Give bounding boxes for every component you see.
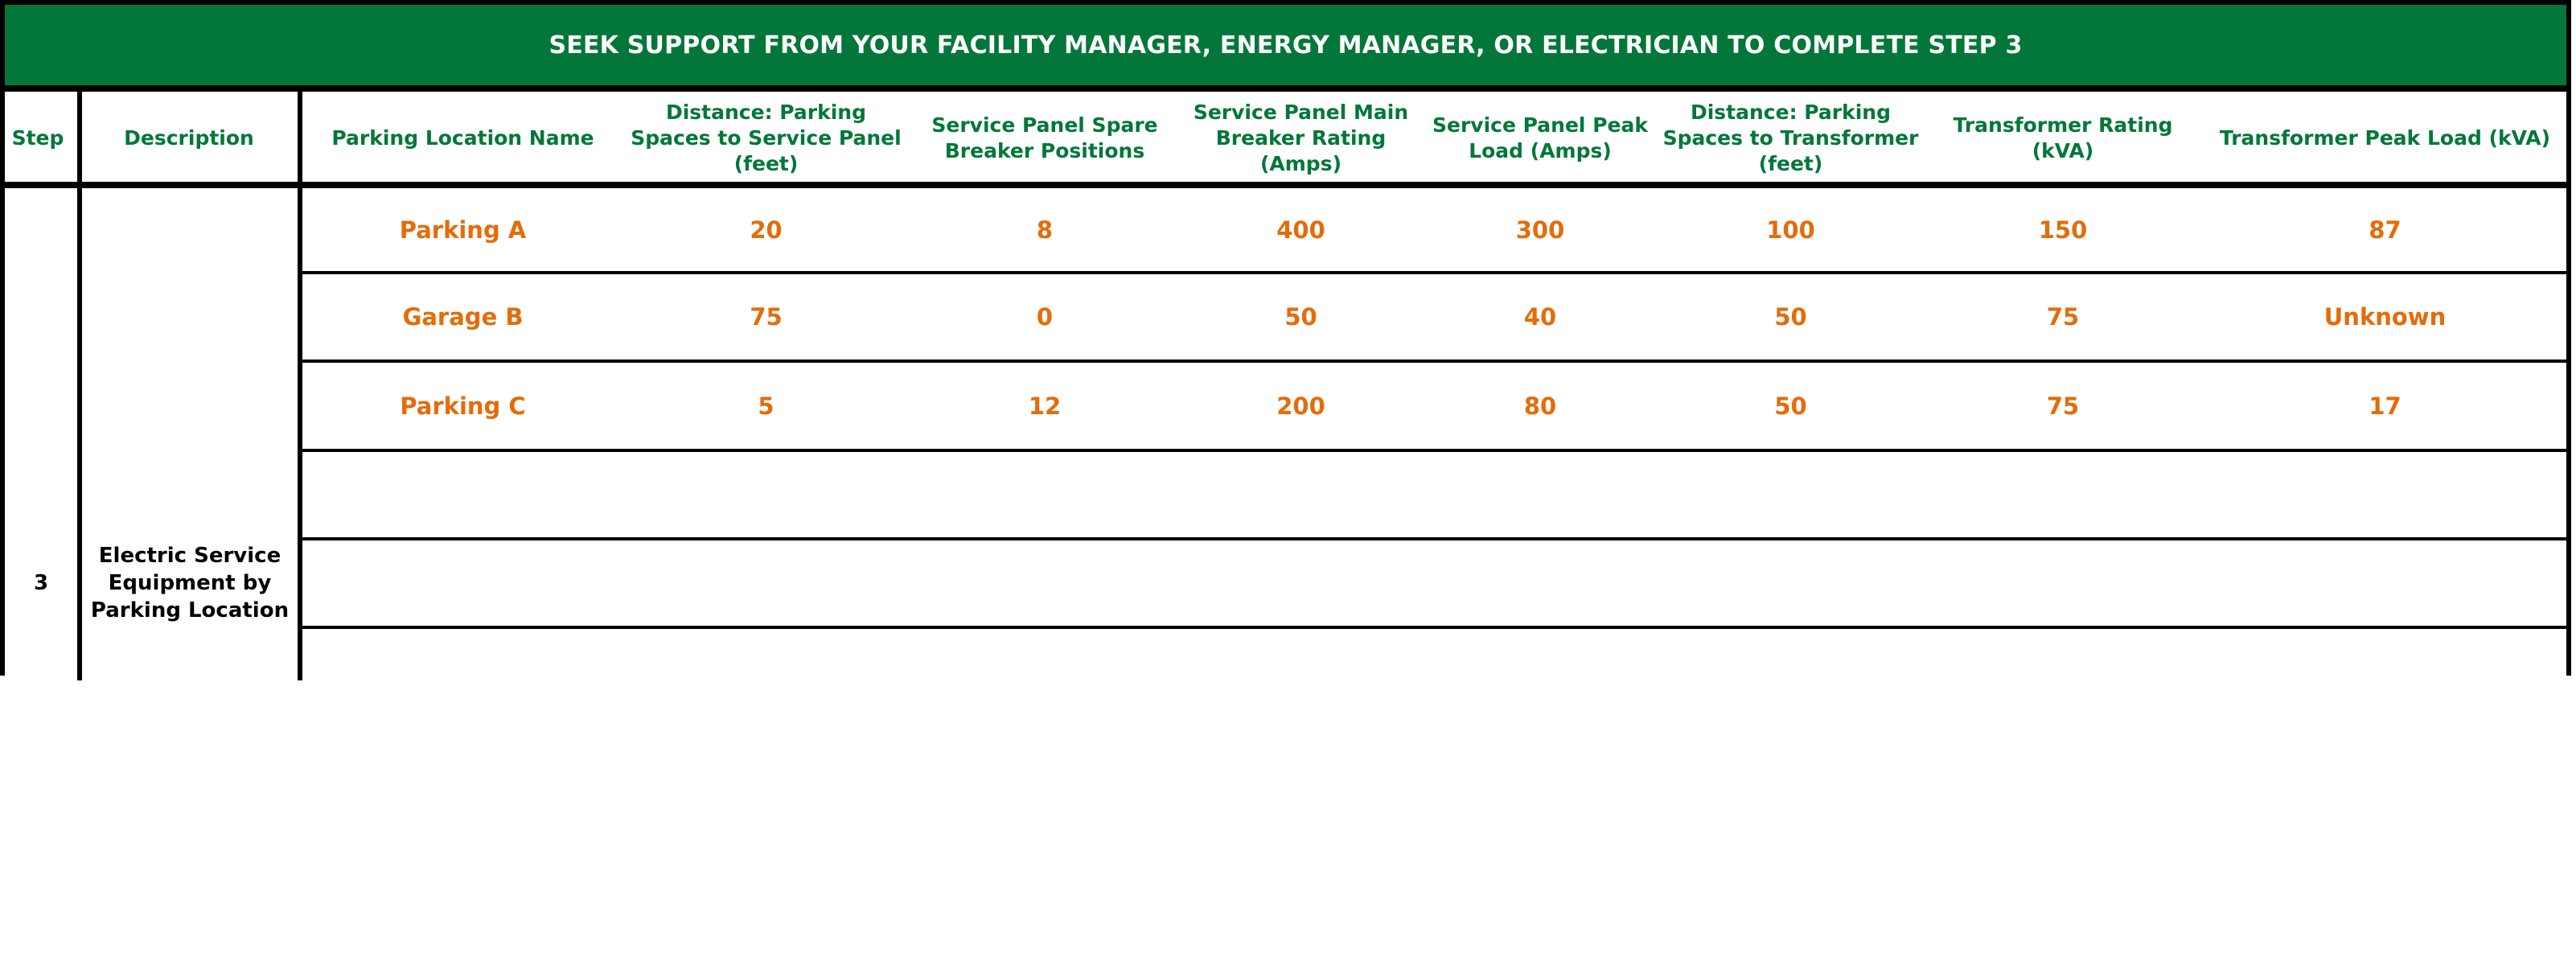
column-header: Transformer Rating (kVA)	[1953, 113, 2173, 162]
table-cell[interactable]: 150	[2038, 216, 2088, 244]
column-header: Service Panel Spare Breaker Positions	[931, 113, 1158, 162]
table-cell[interactable]	[909, 629, 1181, 714]
table-cell[interactable]: 5	[758, 392, 774, 420]
table-cell[interactable]: 40	[1523, 303, 1557, 331]
table-cell[interactable]: 75	[750, 303, 783, 331]
table-cell[interactable]	[1659, 629, 1922, 714]
table-cell[interactable]	[1421, 629, 1659, 714]
table-cell[interactable]: 0	[1036, 303, 1054, 331]
table-cell[interactable]	[1181, 452, 1421, 537]
table-cell[interactable]	[2204, 452, 2566, 537]
column-header: Step	[11, 126, 64, 150]
table-cell[interactable]	[909, 540, 1181, 626]
table-cell[interactable]: 50	[1774, 392, 1807, 420]
column-header: Service Panel Main Breaker Rating (Amps)	[1193, 101, 1409, 175]
column-header: Distance: Parking Spaces to Service Pane…	[631, 101, 902, 175]
row-divider	[302, 537, 2566, 540]
table-cell[interactable]	[2204, 540, 2566, 626]
table-cell[interactable]: 50	[1284, 303, 1317, 331]
column-header: Parking Location Name	[331, 126, 594, 150]
table-cell[interactable]: 75	[2046, 392, 2080, 420]
table-cell[interactable]	[1181, 629, 1421, 714]
table-frame	[0, 0, 2571, 676]
table-cell[interactable]: 17	[2369, 392, 2401, 420]
table-cell[interactable]: 20	[750, 216, 783, 244]
table-cell[interactable]: Unknown	[2323, 303, 2447, 331]
table-cell[interactable]	[1659, 452, 1922, 537]
description-cell: Electric Service Equipment by Parking Lo…	[90, 544, 290, 623]
table-cell[interactable]: Garage B	[402, 303, 524, 331]
table-cell[interactable]	[1659, 540, 1922, 626]
row-divider	[302, 271, 2566, 274]
divider	[298, 85, 302, 680]
column-header: Transformer Peak Load (kVA)	[2219, 126, 2551, 150]
table-cell[interactable]: 100	[1766, 216, 1815, 244]
table-cell[interactable]	[909, 452, 1181, 537]
table-cell[interactable]: 87	[2369, 216, 2401, 244]
table-cell[interactable]	[623, 540, 909, 626]
table-cell[interactable]	[302, 629, 623, 714]
instruction-banner: SEEK SUPPORT FROM YOUR FACILITY MANAGER,…	[5, 5, 2566, 85]
divider	[0, 182, 2571, 188]
table-cell[interactable]: 8	[1036, 216, 1054, 244]
table-cell[interactable]	[2204, 629, 2566, 714]
table-cell[interactable]: Parking A	[399, 216, 527, 244]
table-cell[interactable]: 50	[1774, 303, 1807, 331]
table-cell[interactable]	[1421, 452, 1659, 537]
table-cell[interactable]	[1922, 629, 2204, 714]
row-divider	[302, 360, 2566, 363]
step-cell: 3	[33, 571, 49, 595]
table-cell[interactable]	[623, 629, 909, 714]
table-cell[interactable]: Parking C	[400, 392, 526, 420]
row-divider	[302, 626, 2566, 629]
column-header: Service Panel Peak Load (Amps)	[1432, 113, 1648, 162]
table-cell[interactable]: 200	[1276, 392, 1325, 420]
divider	[0, 85, 2571, 92]
row-divider	[302, 449, 2566, 452]
column-header: Description	[124, 126, 254, 150]
table-cell[interactable]: 75	[2046, 303, 2080, 331]
table-cell[interactable]	[1922, 540, 2204, 626]
table-cell[interactable]	[1181, 540, 1421, 626]
table-cell[interactable]	[302, 452, 623, 537]
table-cell[interactable]	[1922, 452, 2204, 537]
table-cell[interactable]: 80	[1523, 392, 1557, 420]
table-cell[interactable]	[1421, 540, 1659, 626]
divider	[77, 85, 82, 680]
table-cell[interactable]	[302, 540, 623, 626]
table-cell[interactable]: 300	[1515, 216, 1565, 244]
table-cell[interactable]: 400	[1276, 216, 1325, 244]
table-cell[interactable]	[623, 452, 909, 537]
table-cell[interactable]: 12	[1028, 392, 1062, 420]
column-header: Distance: Parking Spaces to Transformer …	[1662, 101, 1919, 175]
